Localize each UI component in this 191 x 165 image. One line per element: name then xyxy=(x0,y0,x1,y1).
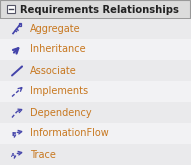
Bar xyxy=(7,5,15,13)
Bar xyxy=(0,0,191,18)
Text: Trace: Trace xyxy=(30,149,56,160)
Bar xyxy=(0,18,191,39)
Text: Requirements Relationships: Requirements Relationships xyxy=(20,5,179,15)
Bar xyxy=(0,60,191,81)
Bar xyxy=(0,102,191,123)
Text: Associate: Associate xyxy=(30,66,77,76)
Bar xyxy=(19,23,21,26)
Text: Inheritance: Inheritance xyxy=(30,45,86,54)
Text: A: A xyxy=(11,153,15,158)
Text: Implements: Implements xyxy=(30,86,88,97)
Bar xyxy=(0,123,191,144)
Text: Aggregate: Aggregate xyxy=(30,23,81,33)
Text: IF: IF xyxy=(11,132,17,137)
Text: InformationFlow: InformationFlow xyxy=(30,129,109,138)
Text: Dependency: Dependency xyxy=(30,108,92,117)
Bar xyxy=(0,81,191,102)
Bar xyxy=(0,39,191,60)
Bar xyxy=(0,144,191,165)
